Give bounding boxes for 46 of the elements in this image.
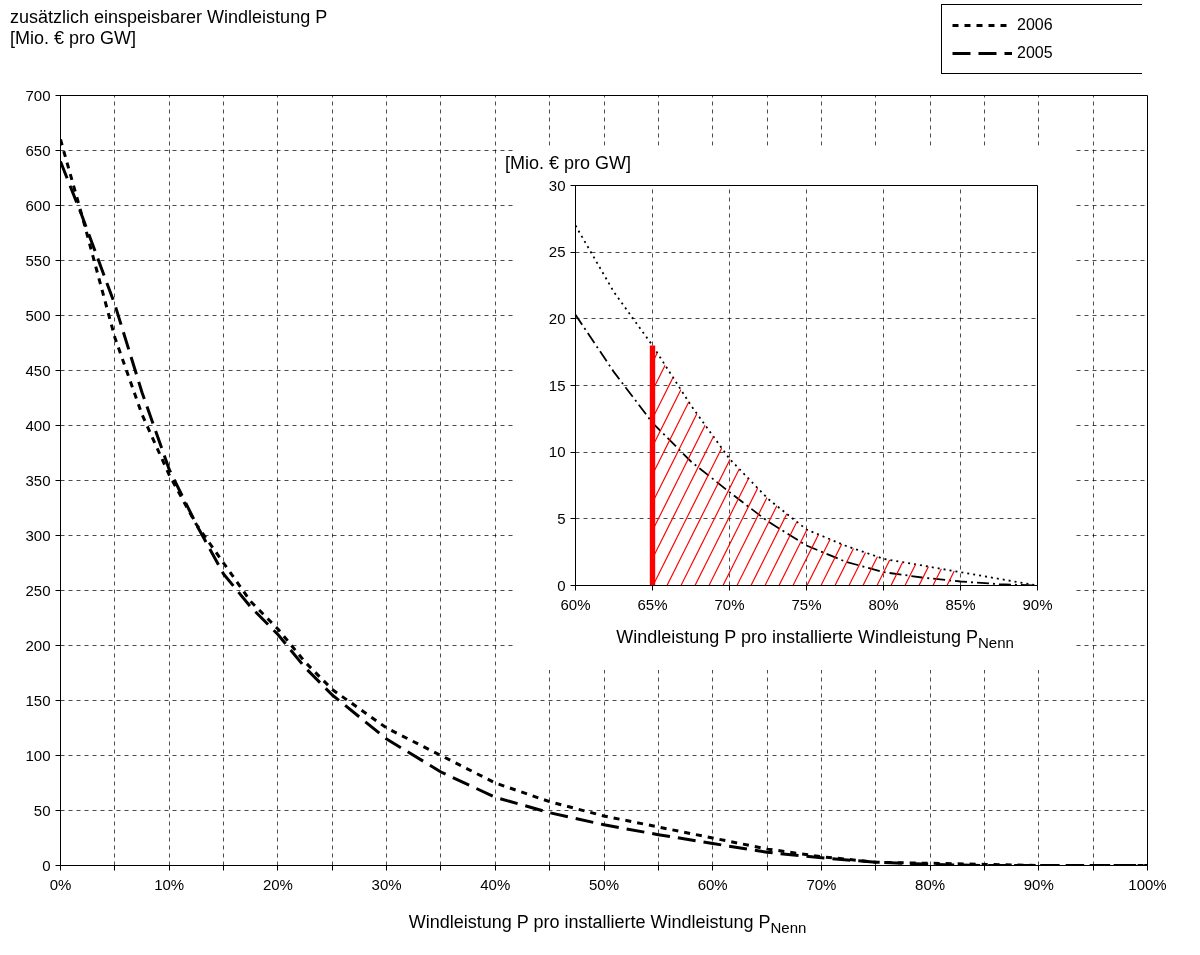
x-tick-label: 80% xyxy=(868,595,899,613)
x-tick-label: 30% xyxy=(371,875,402,893)
y-tick-label: 50 xyxy=(33,801,51,819)
legend-label: 2005 xyxy=(1017,44,1054,62)
y-tick-label: 150 xyxy=(25,691,51,709)
y-tick-label: 15 xyxy=(548,376,566,394)
y-tick-label: 700 xyxy=(25,86,51,104)
legend-label: 2006 xyxy=(1017,16,1054,34)
y-tick-label: 450 xyxy=(25,361,51,379)
x-tick-label: 50% xyxy=(588,875,620,893)
x-tick-label: 75% xyxy=(791,595,822,613)
x-tick-label: 20% xyxy=(262,875,293,893)
x-tick-label: 65% xyxy=(637,595,668,613)
y-tick-label: 600 xyxy=(25,196,51,214)
x-tick-label: 80% xyxy=(915,875,946,893)
x-tick-label: 100% xyxy=(1128,875,1167,893)
x-tick-label: 70% xyxy=(714,595,745,613)
y-tick-label: 400 xyxy=(25,416,51,434)
x-tick-label: 85% xyxy=(945,595,976,613)
y-tick-label: 200 xyxy=(25,636,51,654)
x-tick-label: 60% xyxy=(560,595,591,613)
y-tick-label: 550 xyxy=(25,251,51,269)
y-tick-label: 20 xyxy=(548,309,566,327)
y-tick-label: 250 xyxy=(25,581,51,599)
x-tick-label: 90% xyxy=(1023,875,1054,893)
y-tick-label: 5 xyxy=(557,509,566,527)
y-tick-label: 300 xyxy=(25,526,51,544)
y-axis-title: [Mio. € pro GW] xyxy=(505,153,632,174)
x-axis-title: Windleistung P pro installierte Windleistung P$_{Nenn}$ xyxy=(408,911,807,938)
x-tick-label: 10% xyxy=(154,875,185,893)
y-tick-label: 350 xyxy=(25,471,51,489)
y-tick-label: 500 xyxy=(25,306,51,324)
x-tick-label: 90% xyxy=(1022,595,1053,613)
y-tick-label: 100 xyxy=(25,746,51,764)
x-axis-title: Windleistung P pro installierte Windleistung P$_{Nenn}$ xyxy=(616,626,1014,653)
y-tick-label: 0 xyxy=(557,576,566,594)
y-tick-label: 650 xyxy=(25,141,51,159)
x-tick-label: 40% xyxy=(480,875,511,893)
x-tick-label: 0% xyxy=(49,875,72,893)
y-tick-label: 25 xyxy=(548,243,566,261)
x-tick-label: 60% xyxy=(697,875,728,893)
y-tick-label: 30 xyxy=(548,176,566,194)
y-axis-title: zusätzlich einspeisbarer Windleistung P [Mio. € pro GW] xyxy=(10,7,328,49)
y-tick-label: 0 xyxy=(42,856,51,874)
x-tick-label: 70% xyxy=(806,875,837,893)
y-tick-label: 10 xyxy=(548,443,566,461)
